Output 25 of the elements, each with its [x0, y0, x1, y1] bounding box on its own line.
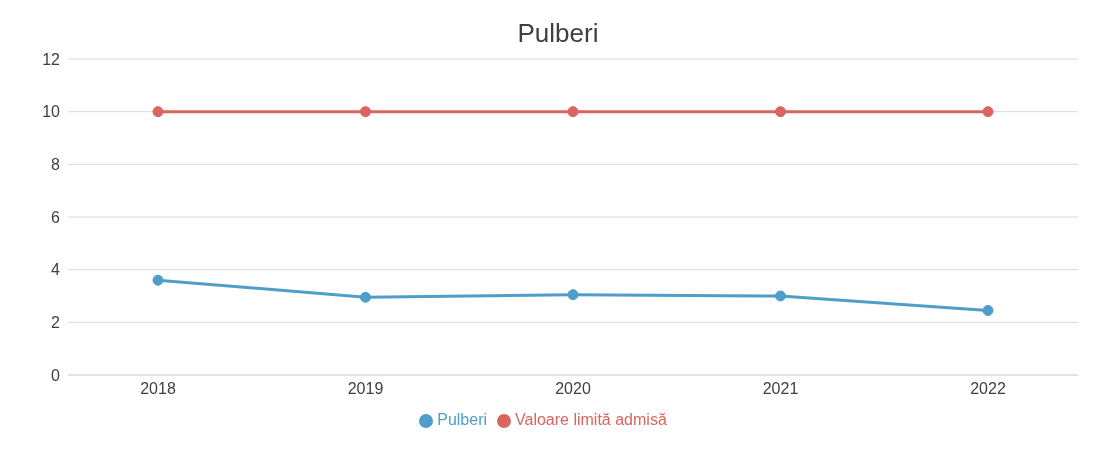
- y-tick-label: 8: [51, 156, 61, 174]
- point: [567, 106, 579, 118]
- point: [360, 106, 371, 118]
- point: [982, 106, 994, 118]
- legend-label: Valoare limită admisă: [515, 411, 667, 428]
- y-tick-label: 10: [42, 103, 61, 121]
- y-tick-label: 4: [51, 261, 61, 279]
- y-tick-label: 2: [51, 314, 61, 332]
- y-tick-label: 0: [51, 366, 61, 384]
- point: [982, 304, 994, 316]
- point: [360, 291, 371, 303]
- legend-label: Pulberi: [437, 411, 488, 428]
- x-tick-label: 2019: [347, 380, 384, 398]
- x-tick-label: 2022: [970, 380, 1006, 398]
- point: [775, 290, 786, 302]
- y-tick-label: 12: [42, 50, 61, 68]
- y-tick-label: 6: [51, 208, 61, 226]
- chart-title: Pulberi: [516, 17, 600, 49]
- x-tick-label: 2018: [140, 380, 176, 398]
- point: [152, 274, 164, 286]
- point: [775, 106, 786, 118]
- x-tick-label: 2021: [762, 380, 799, 398]
- point: [152, 106, 164, 118]
- x-tick-label: 2020: [555, 380, 591, 398]
- point: [567, 289, 579, 301]
